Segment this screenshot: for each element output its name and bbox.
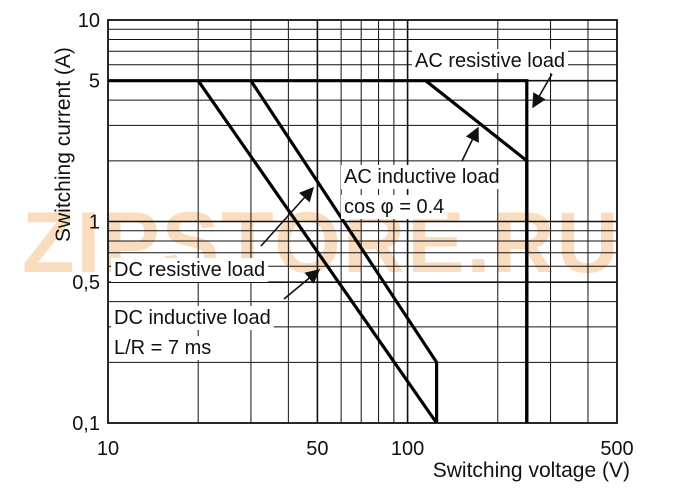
annotation-text: DC inductive load (114, 307, 271, 329)
annotation-arrow (283, 269, 321, 300)
tick-labels: 10 50 100 500 10 5 1 0,5 0,1 (72, 10, 634, 460)
y-tick-label: 10 (78, 10, 100, 32)
annotation-bg (111, 336, 215, 360)
annotation-bg (111, 258, 269, 282)
annotation-arrows (260, 73, 553, 300)
x-tick-label: 10 (97, 438, 119, 460)
annotation-arrow (532, 73, 553, 109)
series-line-2 (424, 79, 529, 423)
y-tick-label: 0,1 (72, 413, 100, 435)
y-tick-label: 0,5 (72, 272, 100, 294)
x-tick-label: 100 (391, 438, 424, 460)
annotation-text: AC inductive load (344, 166, 500, 188)
plot-border (107, 19, 618, 424)
plot-frame (107, 19, 618, 424)
x-axis-label: Switching voltage (V) (433, 459, 630, 482)
series-line-4 (196, 79, 438, 424)
annotation-text: DC resistive load (114, 259, 265, 281)
annotation-4: DC inductive load L/R = 7 ms (111, 306, 274, 360)
annotation-3: DC resistive load (111, 258, 269, 282)
x-tick-label: 500 (600, 438, 633, 460)
annotation-bg (412, 49, 569, 73)
annotations: AC resistive load AC inductive load cos φ … (111, 49, 569, 360)
series-line-3 (249, 79, 439, 423)
annotation-bg (341, 165, 503, 189)
series-lines (108, 79, 529, 424)
annotation-1: AC resistive load (412, 49, 569, 73)
annotation-arrow (461, 126, 479, 162)
y-axis-label: Switching current (A) (52, 47, 75, 242)
annotation-bg (341, 195, 448, 219)
x-tick-label: 50 (306, 438, 328, 460)
annotation-text: cos φ = 0.4 (344, 196, 444, 218)
y-tick-label: 5 (89, 71, 100, 93)
annotation-2: AC inductive load cos φ = 0.4 (341, 165, 503, 219)
y-tick-label: 1 (89, 212, 100, 234)
annotation-arrow (260, 186, 314, 247)
annotation-bg (111, 306, 274, 330)
annotation-text: AC resistive load (415, 50, 565, 72)
annotation-text: L/R = 7 ms (114, 337, 211, 359)
